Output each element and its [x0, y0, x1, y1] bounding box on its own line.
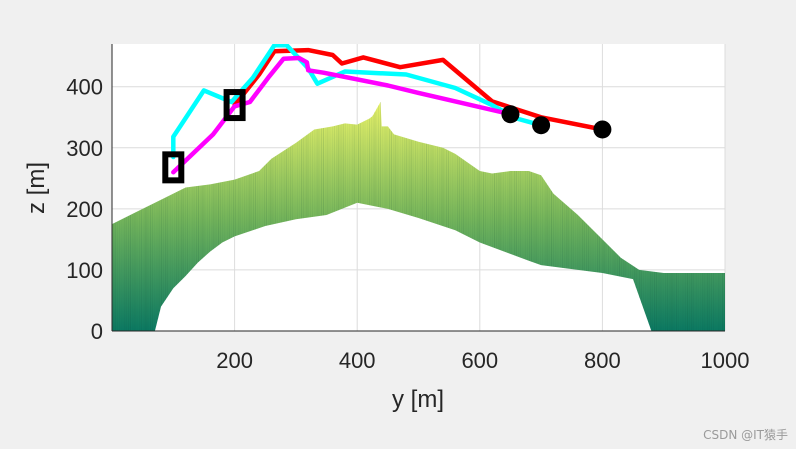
start-marker-1	[162, 151, 185, 184]
y-tick-label: 200	[66, 197, 103, 222]
y-tick-label: 400	[66, 75, 103, 100]
end-marker-3	[593, 120, 612, 139]
end-marker-1	[501, 105, 520, 124]
x-tick-label: 800	[584, 348, 621, 373]
y-tick-label: 300	[66, 136, 103, 161]
y-axis-label: z [m]	[23, 162, 50, 214]
terrain-texture	[112, 102, 725, 331]
start-marker-2	[223, 89, 246, 122]
x-tick-label: 1000	[701, 348, 750, 373]
y-tick-label: 100	[66, 258, 103, 283]
red-path	[232, 47, 605, 132]
magenta-path	[171, 55, 513, 175]
x-axis-label: y [m]	[392, 386, 444, 413]
y-tick-label: 0	[91, 319, 103, 344]
watermark: CSDN @IT猿手	[703, 428, 788, 442]
terrain-surface	[112, 102, 725, 331]
x-tick-label: 600	[461, 348, 498, 373]
x-tick-label: 400	[339, 348, 376, 373]
x-tick-label: 200	[216, 348, 253, 373]
end-marker-2	[532, 116, 551, 135]
